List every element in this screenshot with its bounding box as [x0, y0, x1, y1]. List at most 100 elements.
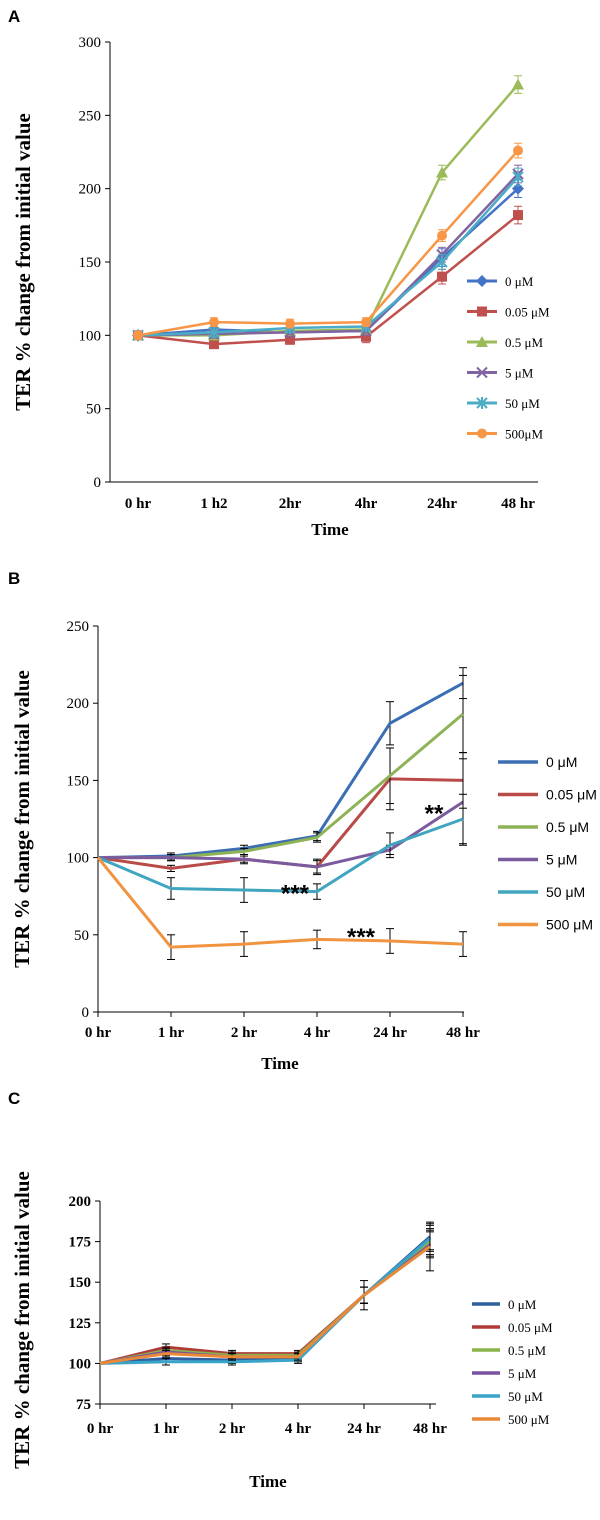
significance-annotation: ***	[347, 924, 376, 951]
data-point	[436, 256, 448, 268]
y-tick-label: 0	[82, 1005, 90, 1021]
y-tick-label: 50	[74, 928, 89, 944]
x-tick-label: 24hr	[427, 496, 457, 512]
y-axis-title: TER % change from initial value	[10, 1171, 34, 1469]
y-tick-label: 75	[76, 1397, 91, 1413]
y-tick-label: 250	[79, 108, 102, 124]
x-axis-title: Time	[261, 1054, 299, 1073]
series-5-m	[99, 1231, 434, 1365]
series-0-m	[99, 1223, 434, 1365]
chart-panel-a: A 0 50 100 150 200 250 300 0 hr 1 h2 2hr 4hr 24hr 48 …	[0, 0, 600, 560]
x-tick-label: 48 hr	[501, 496, 535, 512]
x-tick-label: 0 hr	[85, 1025, 112, 1041]
series-500-m	[96, 856, 467, 961]
y-tick-label: 150	[69, 1275, 92, 1291]
series-line	[99, 1243, 431, 1365]
significance-annotation: **	[425, 800, 444, 827]
data-point	[513, 210, 523, 221]
x-tick-label: 0 hr	[125, 496, 152, 512]
data-point	[436, 166, 448, 178]
y-tick-label: 200	[79, 182, 102, 198]
series-line	[98, 800, 464, 869]
x-tick-label: 24 hr	[373, 1025, 407, 1041]
series-line	[137, 214, 519, 346]
chart-panel-c: C 75 100 125 150 175 200 0 hr 1 hr 2 hr 4 hr 24 hr 4…	[0, 1080, 600, 1520]
legend-label: 50 μM	[508, 1389, 543, 1404]
series-0-m	[132, 179, 524, 342]
series-line	[97, 681, 464, 860]
legend-marker	[477, 428, 487, 439]
legend-label: 500 μM	[546, 917, 593, 933]
chart-b-svg: B 0 50 100 150 200 250 0 hr 1 hr 2 hr 4 hr 24 hr 48 …	[8, 569, 597, 1073]
y-axis-title: TER % change from initial value	[10, 670, 34, 968]
y-tick-label: 150	[79, 255, 102, 271]
legend-marker	[477, 306, 487, 317]
data-point	[208, 326, 220, 339]
legend-label: 0.5 μM	[546, 819, 589, 835]
y-axis-title: TER % change from initial value	[11, 113, 35, 411]
y-tick-label: 50	[86, 402, 101, 418]
legend-label: 0.05 μM	[508, 1320, 553, 1335]
x-tick-label: 0 hr	[87, 1421, 114, 1437]
y-tick-label: 300	[79, 35, 102, 51]
legend-label: 5 μM	[546, 852, 577, 868]
y-tick-label: 100	[79, 328, 102, 344]
data-point	[209, 317, 219, 328]
series-line	[99, 1240, 431, 1365]
y-tick-label: 200	[69, 1194, 92, 1210]
series-5-m	[132, 164, 524, 342]
x-tick-label: 2 hr	[219, 1421, 246, 1437]
y-tick-label: 175	[69, 1235, 92, 1251]
data-point	[361, 317, 371, 328]
legend-label: 50 μM	[546, 884, 585, 900]
series-line	[96, 856, 464, 949]
legend-label: 50 μM	[505, 396, 540, 411]
panel-label: C	[8, 1089, 20, 1108]
y-tick-label: 100	[69, 1356, 92, 1372]
data-point	[133, 330, 143, 341]
data-point	[513, 145, 523, 156]
series-line	[137, 176, 519, 337]
chart-panel-b: B 0 50 100 150 200 250 0 hr 1 hr 2 hr 4 hr 24 hr 48 …	[0, 560, 600, 1080]
series-line	[99, 1235, 431, 1365]
x-tick-label: 2hr	[279, 496, 302, 512]
data-point	[437, 230, 447, 241]
data-point	[361, 331, 371, 342]
data-point	[209, 339, 219, 350]
chart-a-svg: A 0 50 100 150 200 250 300 0 hr 1 h2 2hr 4hr 24hr 48 …	[8, 7, 550, 539]
legend-label: 500μM	[505, 427, 543, 442]
data-point	[512, 170, 524, 183]
x-axis-title: Time	[311, 520, 349, 539]
series-line	[98, 712, 464, 860]
legend-marker	[476, 397, 488, 409]
series-0-5-m	[99, 1228, 434, 1365]
legend-label: 0 μM	[508, 1297, 537, 1312]
x-tick-label: 4 hr	[304, 1025, 331, 1041]
legend-marker	[476, 275, 488, 287]
series-0-m	[97, 667, 467, 860]
significance-annotation: ***	[281, 881, 310, 908]
y-tick-label: 100	[67, 851, 90, 867]
x-tick-label: 48 hr	[413, 1421, 447, 1437]
legend-label: 0.5 μM	[508, 1343, 546, 1358]
series-line	[97, 817, 464, 894]
x-tick-label: 24 hr	[347, 1421, 381, 1437]
legend-marker	[476, 366, 488, 379]
chart-c-svg: C 75 100 125 150 175 200 0 hr 1 hr 2 hr 4 hr 24 hr 4…	[8, 1089, 553, 1491]
x-tick-label: 4hr	[355, 496, 378, 512]
series-line	[99, 1237, 431, 1365]
series-line	[99, 1245, 431, 1365]
legend-label: 5 μM	[508, 1366, 537, 1381]
series-500-m	[99, 1221, 434, 1365]
x-tick-label: 48 hr	[446, 1025, 480, 1041]
y-tick-label: 0	[94, 475, 102, 491]
y-tick-label: 250	[67, 619, 90, 635]
data-point	[285, 334, 295, 345]
legend-label: 0 μM	[546, 754, 577, 770]
series-50-m	[99, 1224, 434, 1366]
series-500-m	[133, 142, 523, 341]
x-axis-title: Time	[249, 1472, 287, 1491]
x-tick-label: 1 h2	[200, 496, 227, 512]
x-tick-label: 1 hr	[153, 1421, 180, 1437]
legend-label: 0.05 μM	[546, 787, 597, 803]
